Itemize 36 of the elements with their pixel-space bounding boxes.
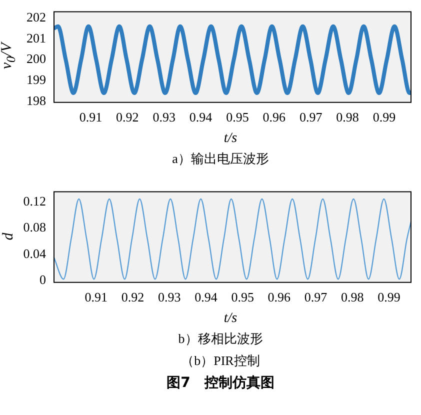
y-tick-label: 200	[26, 51, 46, 66]
x-axis-title: t/s	[222, 310, 238, 328]
x-tick-label: 0.99	[372, 110, 396, 125]
x-tick-label: 0.96	[268, 290, 292, 305]
x-tick-label: 0.98	[336, 110, 359, 125]
y-tick-label: 198	[26, 92, 46, 108]
line-series	[54, 24, 411, 96]
x-axis-title: t/s	[222, 130, 238, 148]
x-tick-label: 0.94	[194, 290, 218, 305]
y-axis-title: d	[0, 232, 18, 240]
x-tick-label: 0.97	[299, 110, 323, 125]
text: （b）PIR控制	[180, 352, 261, 370]
caption: 图7 控制仿真图	[166, 374, 276, 393]
x-tick-label: 0.95	[231, 290, 254, 305]
text: b）移相比波形	[177, 330, 264, 348]
x-tick-label: 0.93	[152, 110, 176, 125]
x-tick-label: 0.95	[226, 110, 249, 125]
x-tick-label: 0.93	[158, 290, 181, 305]
text: a）输出电压波形	[171, 150, 270, 168]
x-tick-label: 0.91	[79, 110, 102, 125]
y-tick-label: 201	[26, 30, 46, 46]
x-tick-label: 0.92	[116, 110, 139, 125]
x-tick-label: 0.99	[378, 290, 400, 305]
x-tick-label: 0.94	[189, 110, 213, 125]
x-tick-label: 0.92	[121, 290, 144, 305]
x-tick-label: 0.96	[262, 110, 286, 125]
y-tick-label: 0.08	[23, 220, 46, 235]
line-series	[54, 198, 411, 280]
y-tick-label: 0.12	[23, 194, 46, 209]
y-tick-label: 199	[26, 72, 46, 87]
x-tick-label: 0.97	[304, 290, 328, 305]
x-tick-label: 0.98	[341, 290, 364, 305]
x-tick-label: 0.91	[84, 290, 108, 305]
y-tick-label: 0	[40, 272, 46, 287]
y-tick-label: 202	[26, 9, 46, 24]
y-tick-label: 0.04	[23, 246, 46, 261]
